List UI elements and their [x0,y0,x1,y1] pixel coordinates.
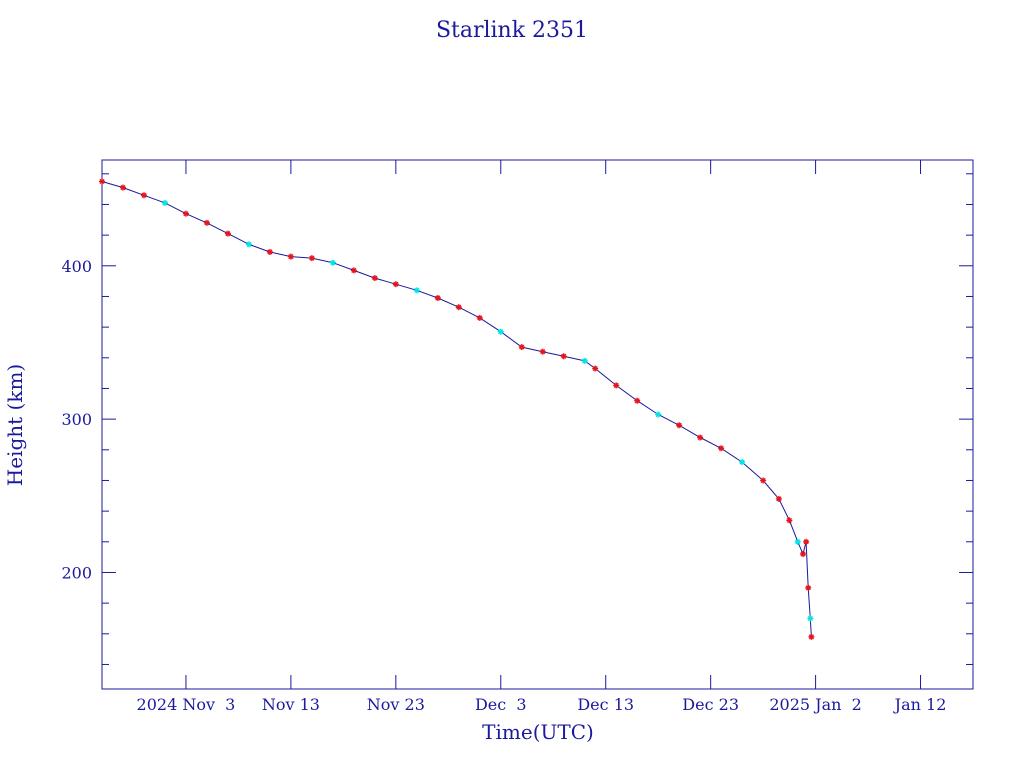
data-point [581,357,588,364]
data-point [161,199,168,206]
data-point [794,538,801,545]
data-point [371,275,378,282]
data-point [119,184,126,191]
data-point [539,348,546,355]
data-point [308,255,315,262]
x-tick-label: 2024 Nov 3 [137,695,236,714]
data-point [287,253,294,260]
data-point [455,304,462,311]
data-point [803,538,810,545]
x-tick-label: Jan 12 [893,695,947,714]
data-point [476,314,483,321]
data-point [805,584,812,591]
data-point [807,615,814,622]
data-point [329,259,336,266]
x-axis-label: Time(UTC) [482,720,594,744]
data-point [592,365,599,372]
x-axis: 2024 Nov 3 Nov 13 Nov 23 Dec 3 Dec 13 Dec 23 2… [137,160,947,714]
data-point [99,178,105,185]
data-point [266,249,273,255]
x-tick-label: 2025 Jan 2 [769,695,861,714]
data-point [392,281,399,288]
data-point [613,382,620,389]
x-tick-label: Dec 13 [577,695,634,714]
data-point [786,517,793,524]
data-point [775,495,782,502]
y-tick-label: 200 [61,563,92,582]
data-point [799,551,806,558]
y-axis: 200 300 400 [61,173,973,665]
x-tick-label: Dec 3 [475,695,527,714]
x-tick-label: Nov 23 [367,695,425,714]
x-tick-label: Nov 13 [262,695,320,714]
data-point [739,459,746,466]
series-line [101,181,812,637]
data-point [697,434,704,441]
data-point [634,397,641,404]
data-point [808,633,815,640]
data-point [760,477,767,484]
data-points [99,178,815,640]
data-point [245,241,252,248]
y-tick-label: 300 [61,410,92,429]
data-point [718,445,725,452]
plot-frame [101,159,974,690]
data-point [560,353,567,360]
data-point [655,411,662,418]
data-point [434,295,441,301]
chart-title: Starlink 2351 [436,18,588,43]
data-point [140,192,147,199]
data-point [182,210,189,217]
data-point [413,287,420,294]
data-point [350,267,357,274]
y-tick-label: 400 [61,257,92,276]
data-point [676,422,683,429]
data-point [224,230,231,237]
data-point [497,328,504,335]
data-point [518,344,525,351]
data-point [203,219,210,226]
y-axis-label: Height (km) [3,364,27,486]
x-tick-label: Dec 23 [682,695,739,714]
